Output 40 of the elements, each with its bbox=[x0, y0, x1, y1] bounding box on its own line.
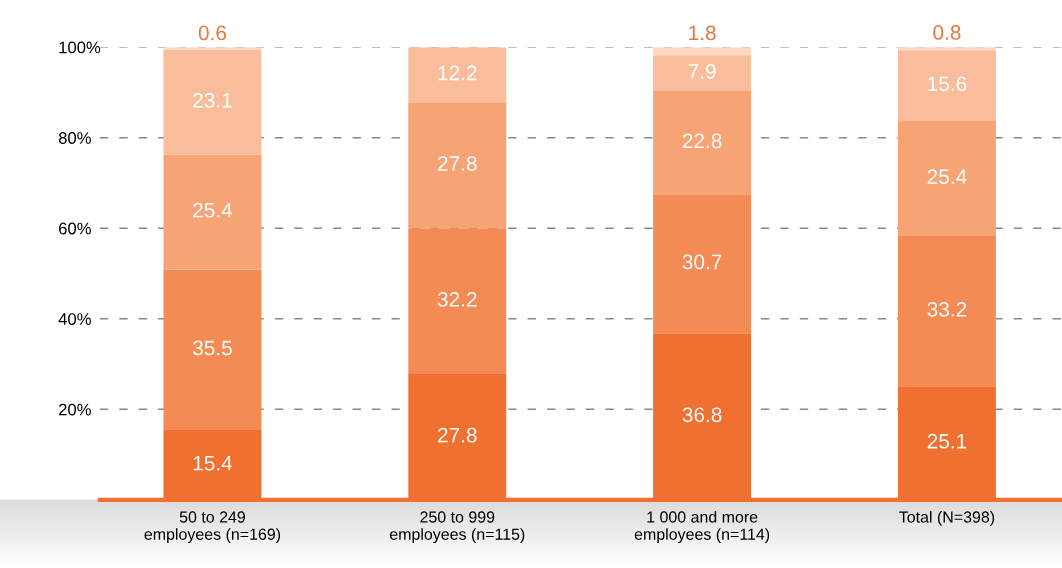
bar bbox=[897, 120, 996, 236]
data-label: 23.1 bbox=[193, 92, 232, 108]
data-label: 0.8 bbox=[933, 25, 961, 40]
bar bbox=[653, 55, 752, 92]
data-label: 1.8 bbox=[689, 25, 716, 41]
data-label: 27.8 bbox=[438, 427, 477, 443]
data-label: 7.9 bbox=[688, 64, 716, 79]
data-label: 25.4 bbox=[927, 169, 967, 185]
bar bbox=[408, 228, 507, 374]
data-label: 22.8 bbox=[682, 133, 722, 149]
y-tick-label: 20% bbox=[59, 403, 91, 416]
bar bbox=[897, 50, 996, 121]
x-tick-label: 50 to 249 employees (n=169) bbox=[144, 511, 281, 544]
bar bbox=[897, 235, 996, 387]
y-tick-label: 40% bbox=[58, 313, 91, 325]
data-label: 0.6 bbox=[198, 25, 227, 41]
data-label: 27.8 bbox=[438, 156, 477, 171]
data-label: 15.4 bbox=[193, 456, 233, 471]
data-label: 32.2 bbox=[437, 291, 477, 307]
bar bbox=[163, 49, 262, 155]
bar bbox=[163, 269, 262, 431]
bar bbox=[653, 194, 752, 334]
y-tick-label: 100% bbox=[59, 41, 101, 54]
x-tick-label: Total (N=398) bbox=[899, 510, 995, 526]
bar bbox=[408, 102, 507, 229]
data-label: 33.2 bbox=[927, 301, 967, 317]
y-tick-label: 60% bbox=[59, 222, 91, 235]
data-label: 36.8 bbox=[682, 407, 722, 423]
data-label: 25.1 bbox=[927, 433, 967, 449]
x-tick-label: 1 000 and more employees (n=114) bbox=[634, 510, 770, 544]
bar bbox=[653, 91, 752, 195]
data-label: 30.7 bbox=[682, 254, 722, 270]
data-label: 15.6 bbox=[928, 76, 967, 92]
bar bbox=[163, 154, 262, 270]
y-tick-label: 80% bbox=[58, 132, 91, 144]
data-label: 35.5 bbox=[192, 340, 232, 356]
data-label: 25.4 bbox=[193, 202, 233, 218]
bar bbox=[408, 47, 507, 103]
data-label: 12.2 bbox=[438, 65, 477, 81]
x-tick-label: 250 to 999 employees (n=115) bbox=[389, 511, 525, 544]
